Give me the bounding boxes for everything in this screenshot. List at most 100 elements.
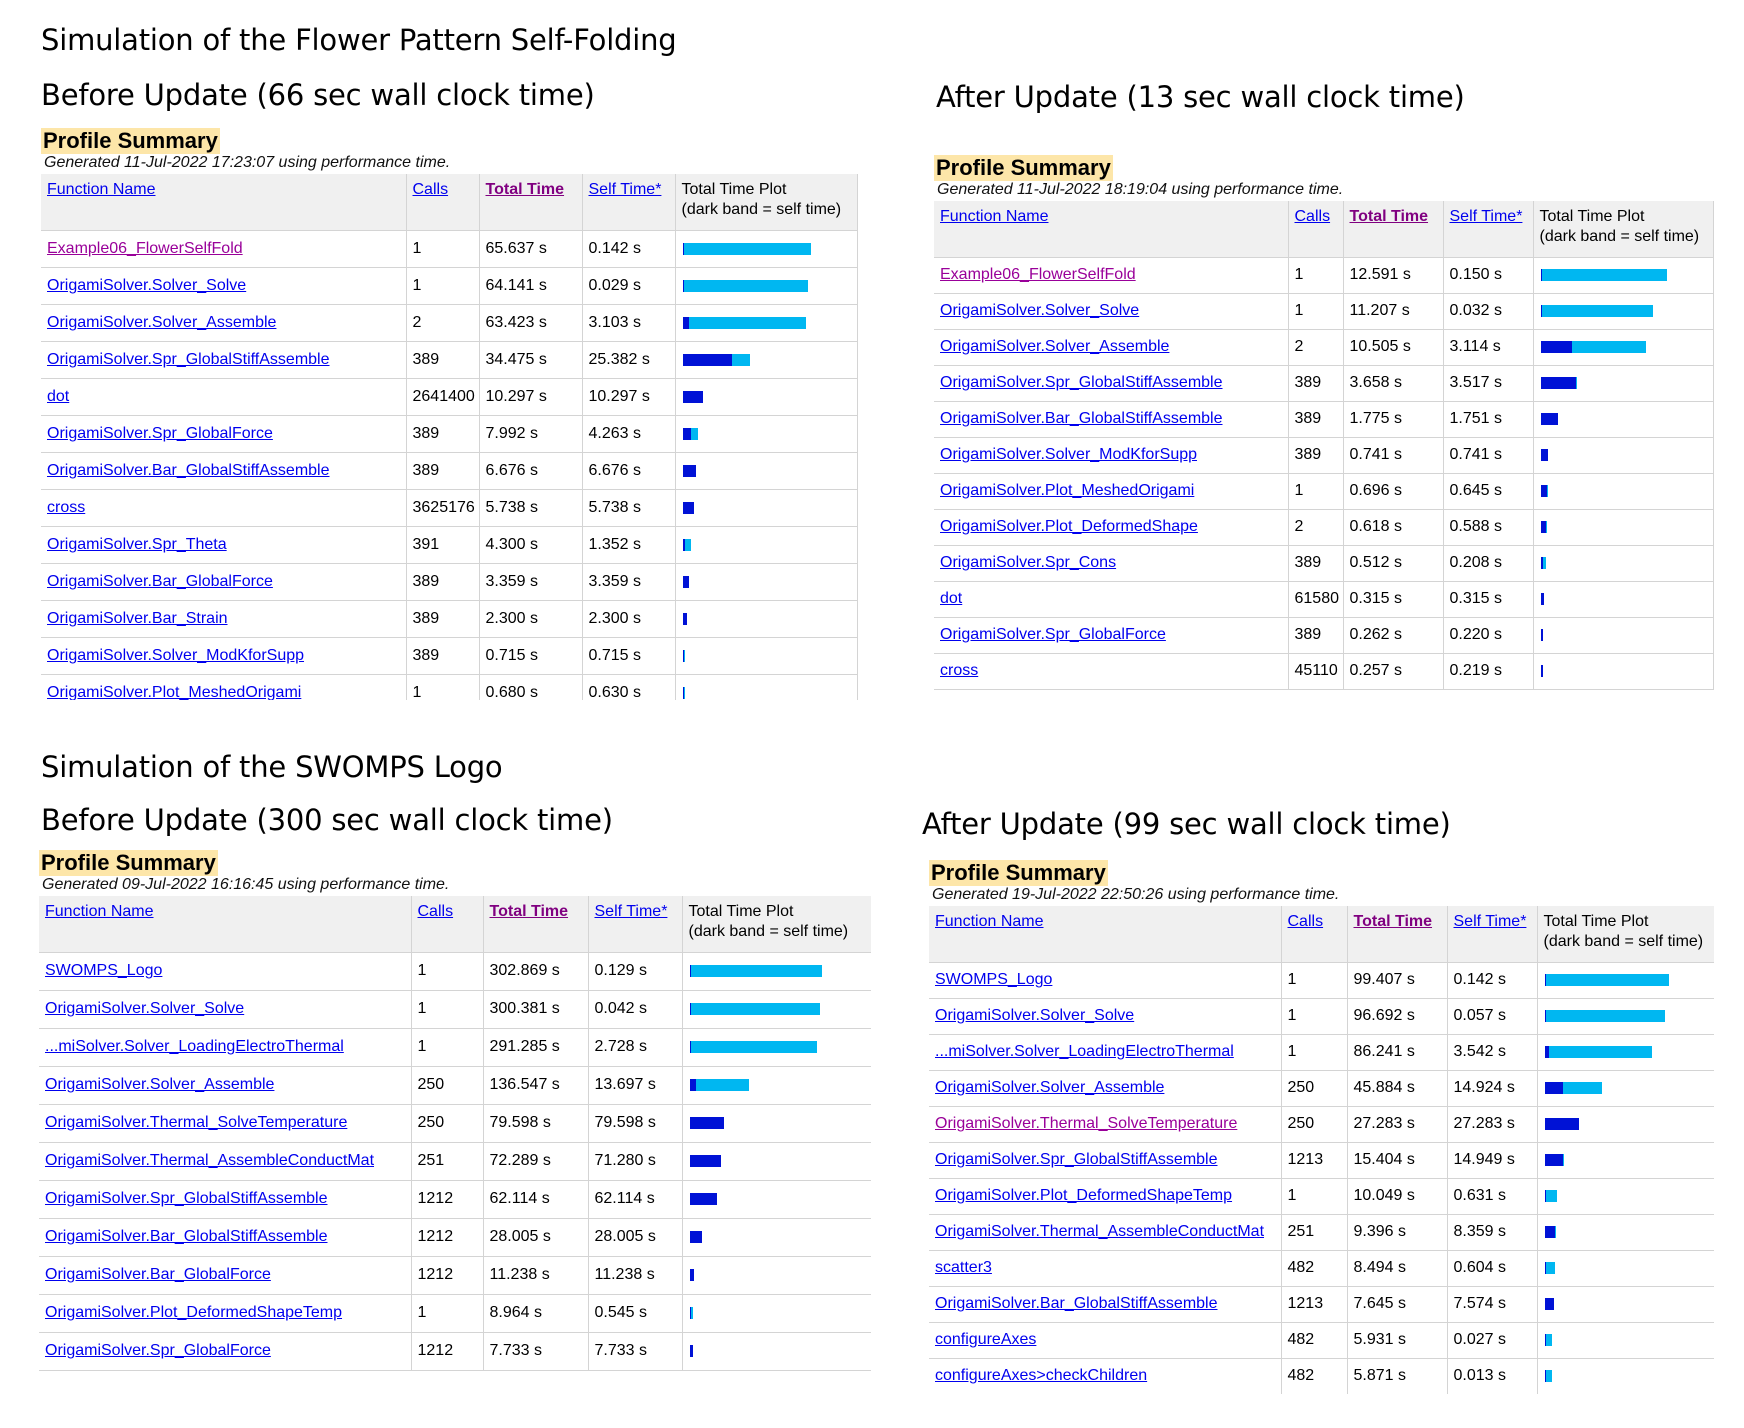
total-time-plot-cell [675,229,858,268]
header-total-time[interactable]: Total Time [1353,913,1433,930]
header-function-name[interactable]: Function Name [935,913,1044,930]
function-link[interactable]: OrigamiSolver.Thermal_AssembleConductMat [935,1223,1265,1240]
total-time-bar [689,1307,694,1319]
calls-value: 482 [1281,1249,1348,1287]
function-link[interactable]: OrigamiSolver.Thermal_SolveTemperature [45,1114,348,1131]
function-link[interactable]: OrigamiSolver.Solver_Assemble [935,1079,1165,1096]
function-name-cell: OrigamiSolver.Spr_GlobalStiffAssemble [41,340,407,379]
total-time-plot-cell [1533,292,1714,330]
self-time-band [1540,341,1572,353]
function-link[interactable]: dot [940,590,963,607]
function-link[interactable]: OrigamiSolver.Bar_GlobalStiffAssemble [45,1228,328,1245]
total-time-bar [682,686,685,699]
function-link[interactable]: OrigamiSolver.Bar_Strain [47,609,228,627]
header-self-time[interactable]: Self Time* [1449,208,1523,225]
function-link[interactable]: OrigamiSolver.Thermal_SolveTemperature [935,1115,1238,1132]
function-name-cell: dot [41,377,407,416]
self-time-band [1540,269,1542,281]
header-self-time[interactable]: Self Time* [594,903,668,920]
function-link[interactable]: ...miSolver.Solver_LoadingElectroThermal [45,1038,344,1055]
header-self-time[interactable]: Self Time* [1453,913,1527,930]
function-link[interactable]: OrigamiSolver.Solver_Assemble [940,338,1170,355]
function-link[interactable]: SWOMPS_Logo [45,962,163,979]
function-link[interactable]: OrigamiSolver.Bar_GlobalForce [47,572,273,590]
function-link[interactable]: OrigamiSolver.Solver_ModKforSupp [940,446,1198,463]
header-function-name[interactable]: Function Name [45,903,154,920]
function-link[interactable]: dot [47,387,70,405]
self-time-band [1544,1118,1579,1130]
self-time-value: 6.676 s [582,451,676,490]
calls-value: 1 [1288,472,1344,510]
function-link[interactable]: Example06_FlowerSelfFold [47,239,243,257]
total-time-plot-cell [1537,1321,1714,1359]
function-link[interactable]: OrigamiSolver.Plot_DeformedShapeTemp [45,1304,343,1321]
function-link[interactable]: SWOMPS_Logo [935,971,1053,988]
function-link[interactable]: OrigamiSolver.Spr_GlobalForce [45,1342,271,1359]
header-total-time[interactable]: Total Time [1349,208,1429,225]
function-link[interactable]: OrigamiSolver.Solver_Solve [45,1000,245,1017]
function-link[interactable]: OrigamiSolver.Bar_GlobalStiffAssemble [940,410,1223,427]
total-time-plot-cell [675,636,858,675]
total-time-plot-cell [682,1141,871,1181]
self-time-band [682,612,687,625]
function-link[interactable]: OrigamiSolver.Spr_GlobalStiffAssemble [47,350,330,368]
function-link[interactable]: OrigamiSolver.Solver_Solve [47,276,247,294]
function-link[interactable]: OrigamiSolver.Spr_Theta [47,535,227,553]
self-time-value: 0.150 s [1443,256,1534,294]
function-link[interactable]: OrigamiSolver.Spr_GlobalForce [47,424,273,442]
total-time-plot-cell [1537,1249,1714,1287]
function-link[interactable]: OrigamiSolver.Bar_GlobalStiffAssemble [935,1295,1218,1312]
self-time-value: 3.517 s [1443,364,1534,402]
total-time-bar [689,1155,721,1167]
function-link[interactable]: OrigamiSolver.Solver_Assemble [45,1076,275,1093]
self-time-band [682,242,684,255]
function-link[interactable]: cross [47,498,86,516]
total-time-bar [1544,1010,1666,1022]
function-link[interactable]: OrigamiSolver.Spr_GlobalStiffAssemble [45,1190,328,1207]
header-total-time-cell: Total Time [478,174,583,231]
total-time-value: 0.715 s [479,636,583,675]
calls-value: 1213 [1281,1285,1348,1323]
function-link[interactable]: configureAxes>checkChildren [935,1367,1148,1384]
function-link[interactable]: OrigamiSolver.Plot_MeshedOrigami [47,683,302,701]
calls-value: 1 [406,229,480,268]
header-calls[interactable]: Calls [1287,913,1324,930]
function-link[interactable]: OrigamiSolver.Spr_GlobalStiffAssemble [935,1151,1218,1168]
function-link[interactable]: OrigamiSolver.Bar_GlobalStiffAssemble [47,461,330,479]
function-link[interactable]: OrigamiSolver.Solver_Solve [940,302,1140,319]
header-function-name[interactable]: Function Name [47,181,156,198]
function-link[interactable]: OrigamiSolver.Solver_ModKforSupp [47,646,305,664]
total-time-plot-cell [1537,997,1714,1035]
function-link[interactable]: cross [940,662,979,679]
function-link[interactable]: ...miSolver.Solver_LoadingElectroThermal [935,1043,1234,1060]
function-link[interactable]: scatter3 [935,1259,992,1276]
function-link[interactable]: OrigamiSolver.Solver_Assemble [47,313,277,331]
total-time-bar [682,316,807,329]
header-calls[interactable]: Calls [417,903,454,920]
function-link[interactable]: OrigamiSolver.Solver_Solve [935,1007,1135,1024]
function-link[interactable]: OrigamiSolver.Plot_DeformedShapeTemp [935,1187,1233,1204]
profile-table: Function Name Calls Total Time Self Time* To… [41,174,858,700]
header-total-time[interactable]: Total Time [485,181,565,198]
self-time-value: 4.263 s [582,414,676,453]
header-total-time[interactable]: Total Time [489,903,569,920]
function-link[interactable]: OrigamiSolver.Bar_GlobalForce [45,1266,271,1283]
header-function-name[interactable]: Function Name [940,208,1049,225]
total-time-value: 6.676 s [479,451,583,490]
function-link[interactable]: OrigamiSolver.Plot_DeformedShape [940,518,1198,535]
function-link[interactable]: OrigamiSolver.Spr_GlobalStiffAssemble [940,374,1223,391]
header-self-time[interactable]: Self Time* [588,181,662,198]
total-time-value: 1.775 s [1343,400,1444,438]
function-link[interactable]: OrigamiSolver.Spr_GlobalForce [940,626,1166,643]
function-link[interactable]: configureAxes [935,1331,1037,1348]
header-calls[interactable]: Calls [412,181,449,198]
function-link[interactable]: Example06_FlowerSelfFold [940,266,1136,283]
header-calls[interactable]: Calls [1294,208,1331,225]
total-time-plot-cell [1533,400,1714,438]
function-link[interactable]: OrigamiSolver.Spr_Cons [940,554,1117,571]
self-time-value: 0.042 s [588,989,683,1029]
function-link[interactable]: OrigamiSolver.Plot_MeshedOrigami [940,482,1195,499]
total-time-bar [1540,413,1559,425]
function-link[interactable]: OrigamiSolver.Thermal_AssembleConductMat [45,1152,375,1169]
table-row: dot 2641400 10.297 s 10.297 s [41,377,858,416]
